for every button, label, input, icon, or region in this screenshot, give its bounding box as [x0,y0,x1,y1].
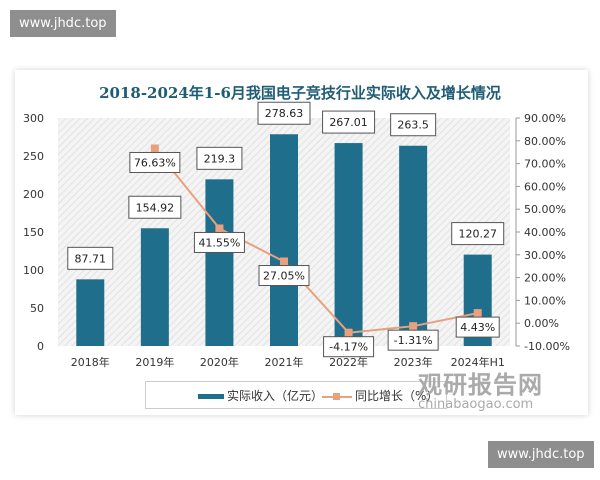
bar [140,228,169,346]
y-right-tick: 80.00% [524,135,566,148]
bar [76,279,105,346]
x-tick: 2024年H1 [451,355,505,369]
y-left-tick: 150 [23,226,44,239]
bar-data-label: 87.71 [75,252,107,265]
line-data-label: -1.31% [394,334,433,347]
legend-line-swatch [322,392,352,400]
legend-bar-swatch [198,394,224,399]
line-data-label-box [323,336,375,358]
bar [270,134,298,346]
growth-line [154,147,478,334]
y-right-tick: 60.00% [524,180,566,193]
line-data-label-box [193,231,245,253]
bar-data-label-box [257,101,311,125]
x-tick: 2018年 [71,355,110,369]
y-left-tick: 200 [23,188,44,201]
bar-data-label-box [67,246,114,270]
bar-data-label: 278.63 [265,107,304,120]
bar-data-label: 267.01 [329,116,368,129]
legend-label-revenue: 实际收入（亿元） [227,389,324,403]
y-left-tick: 50 [30,302,44,315]
legend-label-growth: 同比增长（%） [355,389,439,403]
bar [399,145,428,346]
bar-data-label-box [390,113,437,137]
x-tick: 2021年 [265,355,304,369]
bar-data-label: 154.92 [136,201,175,214]
line-data-label-box [387,329,439,351]
legend-item-revenue: 实际收入（亿元） [198,387,323,404]
growth-marker [409,322,418,331]
y-right-tick: 30.00% [524,249,566,262]
growth-marker [344,328,353,337]
chart-title: 2018-2024年1-6月我国电子竞技行业实际收入及增长情况 [99,84,501,102]
growth-marker [280,257,288,266]
line-data-label: 41.55% [198,236,240,249]
growth-marker [473,309,482,318]
line-data-label: 27.05% [263,270,305,283]
line-data-label: -4.17% [329,341,368,354]
legend-item-growth: 同比增长（%） [322,387,438,404]
bar-data-label-box [451,222,505,246]
bar-data-label-box [322,110,376,134]
bar-data-label: 120.27 [458,228,497,241]
y-right-tick: 10.00% [524,294,566,307]
y-right-tick: 90.00% [524,112,566,125]
y-right-tick: 20.00% [524,272,566,285]
legend: 实际收入（亿元） 同比增长（%） [145,381,447,409]
y-left-tick: 300 [23,112,44,125]
x-tick: 2023年 [394,355,433,369]
y-right-tick: -10.00% [524,340,570,353]
bar-data-label: 219.3 [204,152,236,165]
bar [334,143,363,346]
bar-data-label: 263.5 [397,119,429,132]
watermark-bottom: www.jhdc.top [488,441,594,468]
bar-data-label-box [196,146,243,170]
y-left-tick: 100 [23,264,44,277]
line-data-label-box [258,265,310,287]
x-tick: 2020年 [200,355,239,369]
brand-logo: 观研报告网 chinabaogao.com [418,371,543,412]
line-data-label-box [455,316,500,338]
growth-marker [150,144,159,153]
x-tick: 2019年 [135,355,174,369]
y-right-tick: 40.00% [524,226,566,239]
y-right-tick: 70.00% [524,158,566,171]
y-right-tick: 0.00% [524,317,559,330]
y-left-tick: 0 [37,340,44,353]
x-tick: 2022年 [329,355,368,369]
line-data-label: 4.43% [460,321,495,334]
growth-marker [215,224,224,233]
bar [205,179,234,346]
watermark-top: www.jhdc.top [10,10,116,37]
y-left-tick: 250 [23,150,44,163]
line-data-label-box [129,151,181,173]
line-data-label: 76.63% [134,156,176,169]
y-right-tick: 50.00% [524,203,566,216]
bar-data-label-box [128,195,182,219]
